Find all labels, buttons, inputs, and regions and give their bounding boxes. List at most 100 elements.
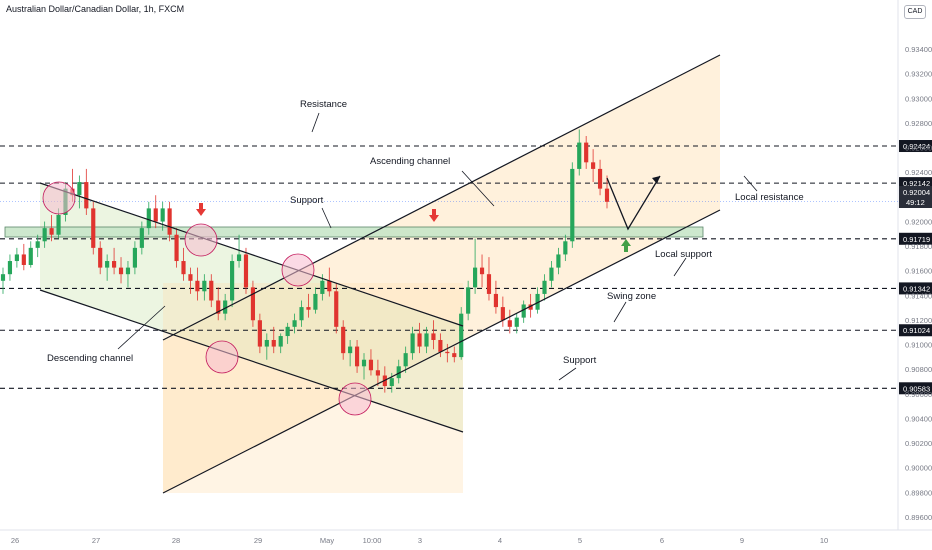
candle-body bbox=[591, 162, 596, 169]
x-tick-label: 9 bbox=[740, 536, 744, 545]
annotation-resistance: Resistance bbox=[300, 99, 347, 110]
candle-body bbox=[230, 261, 235, 301]
y-tick-label: 0.93000 bbox=[905, 94, 932, 103]
x-tick-label: 10:00 bbox=[363, 536, 382, 545]
candle-body bbox=[160, 208, 165, 222]
level-badge bbox=[899, 140, 932, 153]
x-tick-label: 27 bbox=[92, 536, 100, 545]
candle-body bbox=[167, 208, 172, 235]
ascending-channel-upper bbox=[162, 54, 721, 341]
candle-body bbox=[507, 320, 512, 327]
touch-circle bbox=[42, 181, 76, 215]
current-price-label: 0.92004 bbox=[903, 188, 930, 197]
candle-body bbox=[77, 182, 82, 196]
y-tick-label: 0.89800 bbox=[905, 488, 932, 497]
candle-body bbox=[146, 208, 151, 229]
candle-body bbox=[417, 333, 422, 347]
candle-body bbox=[341, 326, 346, 354]
candle-body bbox=[549, 267, 554, 281]
x-tick-label: 3 bbox=[418, 536, 422, 545]
y-tick-label: 0.90000 bbox=[905, 464, 932, 473]
level-label: 0.92142 bbox=[903, 179, 930, 188]
candle-body bbox=[42, 228, 47, 242]
candle-body bbox=[438, 339, 443, 352]
candle-body bbox=[396, 366, 401, 379]
candle-body bbox=[236, 254, 242, 262]
descending-channel-upper bbox=[39, 182, 464, 327]
level-label: 0.91342 bbox=[903, 284, 930, 293]
candle-body bbox=[521, 304, 526, 318]
y-tick-label: 0.93400 bbox=[905, 45, 932, 54]
touch-circle bbox=[281, 253, 315, 287]
down-arrow-icon bbox=[196, 203, 206, 216]
y-tick-label: 0.91400 bbox=[905, 291, 932, 300]
y-tick-label: 0.91800 bbox=[905, 242, 932, 251]
candle-body bbox=[292, 320, 297, 327]
candle-body bbox=[125, 267, 131, 275]
y-tick-label: 0.92600 bbox=[905, 144, 932, 153]
candle-body bbox=[56, 214, 61, 235]
annotation-swing-zone: Swing zone bbox=[607, 291, 656, 302]
level-label: 0.91719 bbox=[903, 235, 930, 244]
candle-body bbox=[424, 333, 429, 347]
y-tick-label: 0.90600 bbox=[905, 390, 932, 399]
candle-body bbox=[84, 182, 89, 209]
candle-body bbox=[209, 280, 214, 301]
y-tick-label: 0.92000 bbox=[905, 217, 932, 226]
y-tick-label: 0.91200 bbox=[905, 316, 932, 325]
level-badge bbox=[899, 382, 932, 395]
candle-body bbox=[105, 261, 110, 268]
candle-body bbox=[21, 254, 26, 265]
annotation-ascending-channel: Ascending channel bbox=[370, 156, 450, 167]
x-tick-label: 29 bbox=[254, 536, 262, 545]
ascending-channel-lower bbox=[162, 209, 721, 494]
candle-body bbox=[348, 346, 353, 354]
candle-body bbox=[306, 307, 311, 310]
y-tick-label: 0.91600 bbox=[905, 267, 932, 276]
y-tick-label: 0.92800 bbox=[905, 119, 932, 128]
candle-body bbox=[493, 293, 499, 308]
candle-body bbox=[368, 359, 374, 371]
level-label: 0.91024 bbox=[903, 326, 930, 335]
candle-body bbox=[577, 142, 582, 169]
candle-body bbox=[49, 228, 54, 235]
candle-body bbox=[132, 247, 137, 268]
candle-body bbox=[604, 188, 610, 202]
candle-body bbox=[216, 300, 221, 314]
level-badge bbox=[899, 232, 932, 245]
candle-body bbox=[285, 326, 290, 337]
x-tick-label: May bbox=[320, 536, 334, 545]
currency-badge[interactable]: CAD bbox=[904, 5, 926, 19]
candle-body bbox=[202, 280, 207, 292]
descending-channel-lower bbox=[39, 289, 464, 433]
annotation-descending-channel: Descending channel bbox=[47, 353, 133, 364]
candle-body bbox=[431, 333, 436, 340]
candle-body bbox=[570, 168, 575, 242]
current-price-badge bbox=[899, 186, 932, 208]
y-tick-label: 0.90800 bbox=[905, 365, 932, 374]
candle-body bbox=[243, 254, 249, 288]
candle-body bbox=[118, 267, 124, 275]
candle-body bbox=[111, 261, 117, 268]
touch-circle bbox=[184, 223, 218, 257]
level-label: 0.92424 bbox=[903, 142, 930, 151]
candle-body bbox=[375, 370, 380, 376]
candle-body bbox=[181, 261, 186, 275]
candle-body bbox=[479, 267, 485, 275]
x-tick-label: 5 bbox=[578, 536, 582, 545]
candle-body bbox=[28, 247, 33, 265]
candle-body bbox=[0, 274, 6, 281]
candle-body bbox=[278, 336, 283, 347]
x-tick-label: 26 bbox=[11, 536, 19, 545]
candle-body bbox=[466, 287, 471, 314]
y-tick-label: 0.91000 bbox=[905, 341, 932, 350]
candle-body bbox=[327, 280, 332, 292]
x-tick-label: 6 bbox=[660, 536, 664, 545]
y-tick-label: 0.92400 bbox=[905, 168, 932, 177]
candle-body bbox=[597, 168, 603, 189]
touch-circle bbox=[338, 382, 372, 416]
candle-body bbox=[250, 287, 256, 321]
candle-body bbox=[223, 300, 228, 314]
projection-path bbox=[606, 175, 661, 231]
